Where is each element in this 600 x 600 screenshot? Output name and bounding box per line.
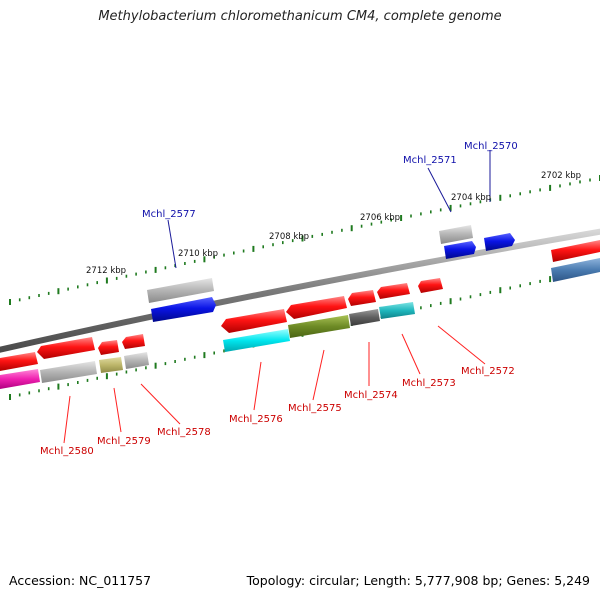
gene-arrow[interactable]	[348, 290, 376, 306]
gene-label[interactable]: Mchl_2576	[229, 414, 283, 425]
gene-arrow[interactable]	[286, 296, 347, 319]
gene-arrow[interactable]	[122, 334, 145, 349]
gene-arrow[interactable]	[444, 241, 476, 259]
cog-bar[interactable]	[349, 309, 380, 326]
gene-arrow[interactable]	[151, 297, 216, 322]
cog-bar[interactable]	[439, 225, 473, 244]
gene-arrow[interactable]	[0, 352, 38, 371]
gene-label[interactable]: Mchl_2572	[461, 366, 515, 377]
forward-genes	[147, 225, 600, 322]
gene-arrow[interactable]	[98, 340, 119, 355]
cog-bar[interactable]	[40, 361, 97, 383]
blue-gene-labels: Mchl_2570 Mchl_2571 Mchl_2577	[142, 141, 518, 220]
tick-label: 2702 kbp	[541, 171, 581, 181]
tick-label: 2704 kbp	[451, 193, 491, 203]
gene-label[interactable]: Mchl_2575	[288, 403, 342, 414]
tick-labels: 2702 kbp 2704 kbp 2706 kbp 2708 kbp 2710…	[86, 171, 581, 276]
cog-bar[interactable]	[99, 357, 123, 373]
gene-arrow[interactable]	[551, 240, 600, 262]
reverse-genes	[0, 278, 443, 389]
cog-bar[interactable]	[223, 329, 290, 352]
map-title: Methylobacterium chloromethanicum CM4, c…	[98, 9, 502, 24]
tick-label: 2708 kbp	[269, 232, 309, 242]
cog-bar[interactable]	[288, 315, 350, 338]
gene-label[interactable]: Mchl_2570	[464, 141, 518, 152]
blue-leaders	[167, 150, 491, 269]
gene-label[interactable]: Mchl_2579	[97, 436, 151, 447]
accession-text: Accession: NC_011757	[9, 573, 152, 588]
gene-label[interactable]: Mchl_2578	[157, 427, 211, 438]
gene-arrow[interactable]	[37, 337, 95, 359]
cog-bar[interactable]	[0, 369, 40, 389]
red-gene-labels: Mchl_2572 Mchl_2573 Mchl_2574 Mchl_2575 …	[40, 366, 515, 457]
genome-backbone	[0, 228, 600, 353]
gene-arrow[interactable]	[418, 278, 443, 293]
cog-bar[interactable]	[379, 302, 415, 319]
gene-arrow[interactable]	[484, 233, 515, 251]
gene-label[interactable]: Mchl_2574	[344, 390, 398, 401]
cog-bar[interactable]	[147, 278, 214, 303]
gene-label[interactable]: Mchl_2580	[40, 446, 94, 457]
outer-tick-ring	[9, 175, 600, 305]
gene-label[interactable]: Mchl_2571	[403, 155, 457, 166]
cog-bar[interactable]	[551, 258, 600, 282]
gene-arrow[interactable]	[221, 309, 287, 333]
red-leaders	[63, 325, 486, 444]
tick-label: 2712 kbp	[86, 266, 126, 276]
gene-arrow[interactable]	[377, 283, 410, 299]
tick-label: 2710 kbp	[178, 249, 218, 259]
genome-summary-text: Topology: circular; Length: 5,777,908 bp…	[246, 573, 590, 588]
cog-bar[interactable]	[124, 352, 149, 369]
gene-label[interactable]: Mchl_2573	[402, 378, 456, 389]
tick-label: 2706 kbp	[360, 213, 400, 223]
gene-label[interactable]: Mchl_2577	[142, 209, 196, 220]
